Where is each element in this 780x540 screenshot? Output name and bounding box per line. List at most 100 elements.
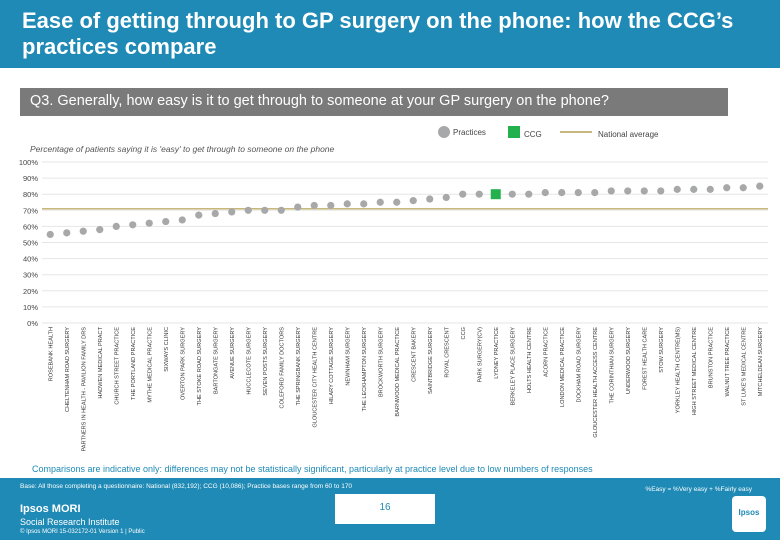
practice-point xyxy=(228,208,236,216)
practice-point xyxy=(244,206,252,214)
x-category-label: HADWEN MEDICAL PRACT xyxy=(98,326,104,398)
y-tick-label: 10% xyxy=(23,303,38,312)
chart-subtitle: Percentage of patients saying it is 'eas… xyxy=(30,144,335,154)
x-category-label: ACORN PRACTICE xyxy=(543,327,549,377)
x-category-label: CRESCENT BAKERY xyxy=(411,327,417,382)
practice-point xyxy=(162,217,170,226)
easy-definition: %Easy = %Very easy + %Fairly easy xyxy=(645,486,752,493)
comparison-footnote: Comparisons are indicative only: differe… xyxy=(32,464,593,474)
x-category-label: SAINTBRIDGE SURGERY xyxy=(428,327,434,394)
x-category-label: CHELTENHAM ROAD SURGERY xyxy=(65,327,71,412)
y-tick-label: 30% xyxy=(23,271,38,280)
x-category-label: OVERTON PARK SURGERY xyxy=(180,327,186,400)
practice-point xyxy=(607,187,615,195)
x-category-label: COLEFORD FAMILY DOCTORS xyxy=(279,327,285,409)
ccg-point xyxy=(490,189,501,200)
y-tick-label: 90% xyxy=(23,174,38,183)
y-tick-label: 0% xyxy=(27,319,38,328)
y-tick-label: 40% xyxy=(23,255,38,264)
page-title: Ease of getting through to GP surgery on… xyxy=(22,8,734,59)
ipsos-mori-logo: Ipsos MORI xyxy=(20,503,81,515)
x-category-label: GLOUCESTER HEALTH ACCESS CENTRE xyxy=(593,327,599,438)
x-category-label: SIXWAYS CLINIC xyxy=(164,327,170,372)
practice-point xyxy=(96,226,104,234)
x-category-label: WALNUT TREE PRACTICE xyxy=(725,327,731,397)
practice-point xyxy=(63,229,71,237)
x-category-label: STOW SURGERY xyxy=(659,327,665,373)
x-category-label: BARNWOOD MEDICAL PRACTICE xyxy=(395,327,401,417)
practice-point xyxy=(393,198,401,206)
legend-ccg-label: CCG xyxy=(524,130,542,139)
practice-point xyxy=(690,185,698,193)
x-category-label: HUCCLECOTE SURGERY xyxy=(246,327,252,395)
practice-point xyxy=(442,193,450,202)
x-category-label: THE CORINTHIAN SURGERY xyxy=(609,327,615,404)
practice-point xyxy=(558,188,566,197)
copyright-text: © Ipsos MORI 15-032172-01 Version 1 | Pu… xyxy=(20,529,145,535)
practice-point xyxy=(327,201,335,210)
x-category-label: UNDERWOOD SURGERY xyxy=(626,327,632,394)
practice-point xyxy=(706,185,714,193)
practice-point xyxy=(426,195,434,203)
practice-point xyxy=(475,190,483,198)
practice-point xyxy=(723,184,731,192)
practice-marker-icon xyxy=(438,126,450,138)
practice-point xyxy=(525,190,533,198)
x-category-label: DOCKHAM ROAD SURGERY xyxy=(576,327,582,403)
y-tick-label: 70% xyxy=(23,206,38,215)
x-category-label: CHURCH STREET PRACTICE xyxy=(114,327,120,405)
x-category-label: SEVEN POSTS SURGERY xyxy=(263,327,269,396)
x-category-label: HIGH STREET MEDICAL CENTRE xyxy=(692,327,698,416)
practice-point xyxy=(46,230,54,239)
social-research-institute-label: Social Research Institute xyxy=(20,517,120,527)
legend-practices-label: Practices xyxy=(453,128,486,137)
y-tick-label: 100% xyxy=(19,158,39,167)
practice-point xyxy=(195,211,203,219)
x-category-label: AVENUE SURGERY xyxy=(230,327,236,379)
x-category-label: THE LECKHAMPTON SURGERY xyxy=(362,327,368,412)
x-category-label: HILARY COTTAGE SURGERY xyxy=(329,327,335,405)
practice-point xyxy=(277,206,285,214)
x-category-label: HOLTS HEALTH CENTRE xyxy=(527,327,533,393)
practice-point xyxy=(739,184,747,192)
x-category-label: MYTHE MEDICAL PRACTICE xyxy=(147,327,153,403)
ccg-marker-icon xyxy=(508,126,520,138)
practice-point xyxy=(459,190,467,198)
ipsos-brand-label: Ipsos xyxy=(738,508,760,517)
x-category-label: THE SPRINGBANK SURGERY xyxy=(296,327,302,406)
x-category-label: ROYAL CRESCENT xyxy=(444,326,450,377)
practice-point xyxy=(574,188,582,197)
practice-point xyxy=(79,227,87,235)
x-category-label: BRUNSTON PRACTICE xyxy=(708,327,714,388)
practice-point xyxy=(112,222,120,230)
practice-point xyxy=(261,206,269,214)
ipsos-brand-icon: Ipsos xyxy=(732,496,766,532)
practice-point xyxy=(640,187,648,195)
national-line-icon xyxy=(560,131,592,133)
x-category-label: ROSEBANK HEALTH xyxy=(48,327,54,381)
question-bar: Q3. Generally, how easy is it to get thr… xyxy=(20,88,728,116)
header-bar: Ease of getting through to GP surgery on… xyxy=(0,0,780,68)
practice-point xyxy=(673,185,681,193)
y-tick-label: 20% xyxy=(23,287,38,296)
practice-point xyxy=(541,188,549,197)
x-category-label: GLOUCESTER CITY HEALTH CENTRE xyxy=(312,327,318,428)
practice-point xyxy=(657,187,665,195)
x-category-label: BERKELEY PLACE SURGERY xyxy=(510,327,516,406)
practice-point xyxy=(591,188,599,197)
practice-point xyxy=(145,219,153,227)
x-category-label: THE STOKE ROAD SURGERY xyxy=(197,327,203,406)
legend-national-label: National average xyxy=(598,130,659,139)
x-category-label: YORKLEY HEALTH CENTRE(MS) xyxy=(675,327,681,413)
x-category-label: BROCKWORTH SURGERY xyxy=(378,327,384,397)
practice-point xyxy=(129,221,137,229)
practice-point xyxy=(508,190,516,198)
practice-comparison-chart: 0% 10% 20% 30% 40% 50% 60% 70% 80% 90% 100% ROSEBAN… xyxy=(19,158,768,452)
x-category-label: LYDNEY PRACTICE xyxy=(494,327,500,379)
x-category-label: FOREST HEALTH CARE xyxy=(642,327,648,390)
x-category-label: PARK SURGERY(CV) xyxy=(477,327,483,383)
y-tick-label: 50% xyxy=(23,239,38,248)
x-category-label: ST LUKE'S MEDICAL CENTRE xyxy=(741,327,747,406)
practice-point xyxy=(624,187,632,195)
base-note: Base: All those completing a questionnai… xyxy=(20,483,353,490)
